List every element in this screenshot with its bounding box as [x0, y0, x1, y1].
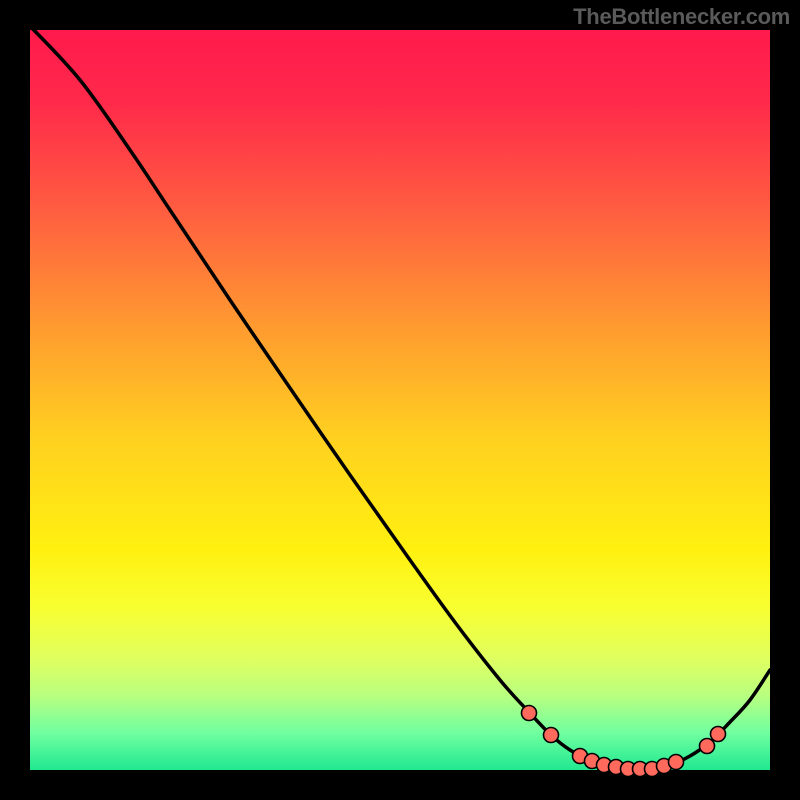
- bottleneck-chart: [0, 0, 800, 800]
- chart-container: { "attribution": "TheBottlenecker.com", …: [0, 0, 800, 800]
- curve-marker: [522, 706, 537, 721]
- curve-marker: [544, 728, 559, 743]
- curve-marker: [711, 727, 726, 742]
- curve-marker: [669, 755, 684, 770]
- plot-background: [30, 30, 770, 770]
- attribution-text: TheBottlenecker.com: [573, 4, 790, 30]
- curve-marker: [700, 739, 715, 754]
